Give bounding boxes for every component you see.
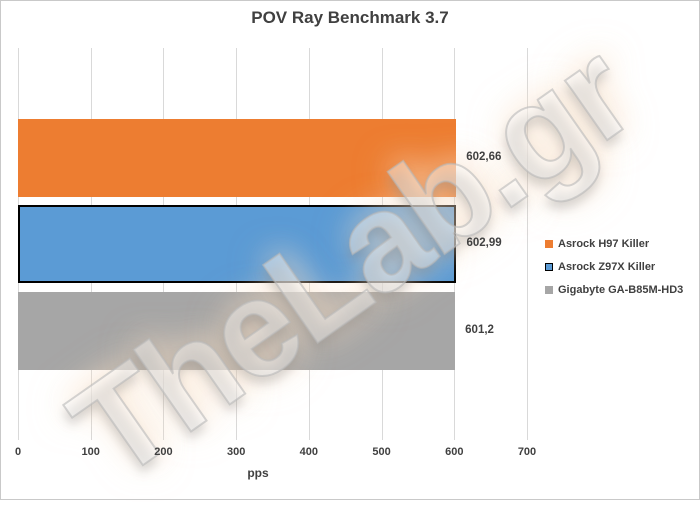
- plot-area: [18, 48, 528, 440]
- x-axis-title: pps: [247, 466, 269, 480]
- legend-label: Gigabyte GA-B85M-HD3: [558, 283, 684, 296]
- x-tick-label-500: 500: [372, 446, 391, 458]
- bar-2: [18, 205, 456, 283]
- x-tick-label-400: 400: [299, 446, 319, 458]
- legend-label: Asrock Z97X Killer: [558, 260, 656, 273]
- legend-item-3: Gigabyte GA-B85M-HD3: [545, 282, 683, 297]
- x-tick-label-200: 200: [154, 446, 173, 458]
- chart-title: POV Ray Benchmark 3.7: [251, 8, 449, 27]
- x-tick-label-700: 700: [517, 446, 537, 458]
- legend-swatch-icon: [545, 285, 553, 294]
- data-label-3: 601,2: [465, 324, 494, 336]
- bar-3: [18, 292, 455, 370]
- legend-item-2: Asrock Z97X Killer: [545, 259, 683, 274]
- bar-1: [18, 119, 456, 197]
- legend-swatch-icon: [545, 262, 553, 271]
- data-label-2: 602,99: [466, 237, 502, 249]
- x-tick-label-600: 600: [445, 446, 464, 458]
- legend-item-1: Asrock H97 Killer: [545, 236, 683, 251]
- gridline-x-700: [527, 48, 528, 440]
- legend: Asrock H97 Killer Asrock Z97X Killer Gigab…: [545, 236, 683, 305]
- legend-swatch-icon: [545, 239, 553, 248]
- x-tick-label-100: 100: [81, 446, 100, 458]
- legend-label: Asrock H97 Killer: [558, 237, 650, 250]
- x-tick-label-0: 0: [14, 446, 22, 458]
- data-label-1: 602,66: [466, 151, 502, 163]
- x-tick-label-300: 300: [226, 446, 246, 458]
